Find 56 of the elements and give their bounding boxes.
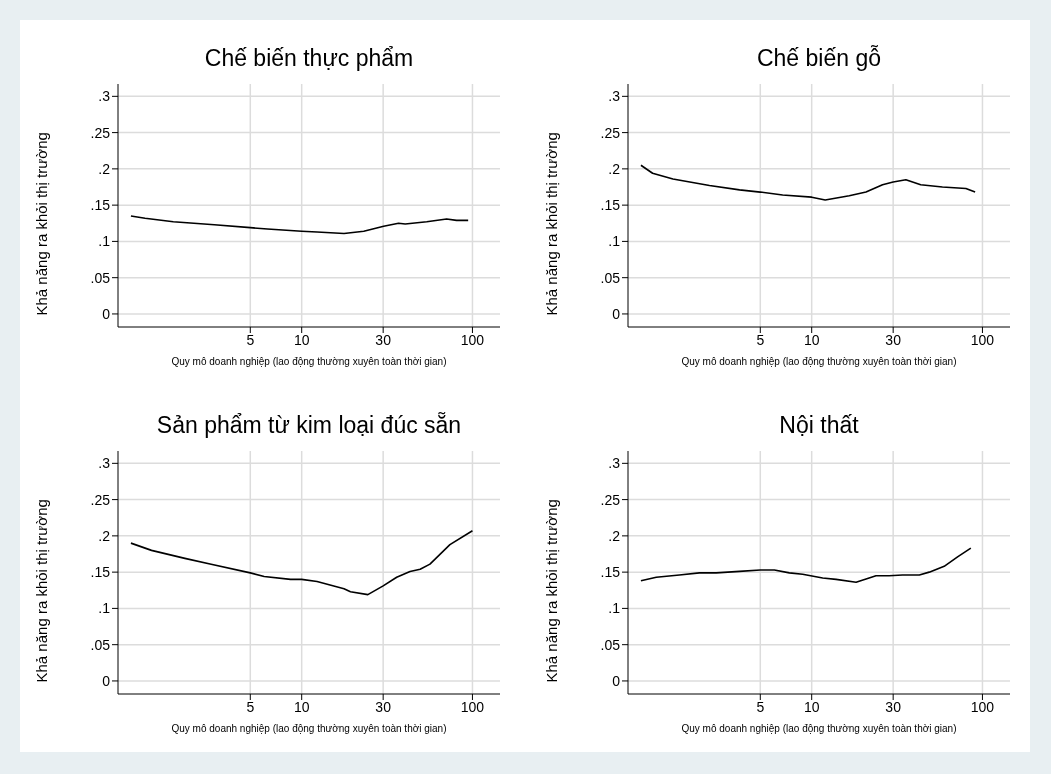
x-tick-label: 5 [246, 331, 255, 348]
x-tick-label: 5 [756, 698, 765, 715]
y-tick-label: .15 [600, 564, 621, 581]
x-tick-label: 10 [293, 331, 310, 348]
x-tick-label: 100 [460, 331, 485, 348]
y-tick-label: .05 [90, 269, 111, 286]
y-tick-label: .3 [98, 455, 111, 472]
chart-title: Sản phẩm từ kim loại đúc sẵn [155, 411, 463, 440]
y-tick-label: .05 [90, 636, 111, 653]
y-axis-title: Khả năng ra khỏi thị trường [543, 132, 561, 316]
chart-title: Chế biến thực phẩm [203, 44, 415, 73]
y-tick-label: .05 [600, 636, 621, 653]
chart-title: Nội thất [778, 411, 860, 440]
y-tick-label: .3 [608, 88, 621, 105]
x-tick-label: 5 [756, 331, 765, 348]
chart-title: Chế biến gỗ [755, 44, 882, 73]
x-tick-label: 30 [885, 331, 902, 348]
y-tick-label: 0 [102, 305, 111, 322]
y-tick-label: .2 [98, 160, 111, 177]
y-tick-label: .3 [98, 88, 111, 105]
y-tick-label: .2 [608, 160, 621, 177]
y-tick-label: .25 [600, 491, 621, 508]
y-tick-label: .1 [608, 233, 621, 250]
y-tick-label: .1 [608, 600, 621, 617]
y-tick-label: .25 [90, 124, 111, 141]
y-tick-label: .1 [98, 600, 111, 617]
y-tick-label: 0 [102, 672, 111, 689]
x-axis-title: Quy mô doanh nghiệp (lao động thường xuyên toàn thời gian) [681, 356, 957, 367]
x-tick-label: 100 [460, 698, 485, 715]
y-tick-label: .2 [608, 527, 621, 544]
x-tick-label: 10 [293, 698, 310, 715]
x-tick-label: 30 [375, 698, 392, 715]
y-tick-label: 0 [612, 672, 621, 689]
x-axis-title: Quy mô doanh nghiệp (lao động thường xuyên toàn thời gian) [681, 723, 957, 734]
x-tick-label: 30 [885, 698, 902, 715]
y-tick-label: .3 [608, 455, 621, 472]
y-tick-label: .15 [90, 197, 111, 214]
x-tick-label: 10 [803, 698, 820, 715]
x-tick-label: 10 [803, 331, 820, 348]
x-tick-label: 5 [246, 698, 255, 715]
y-tick-label: .25 [90, 491, 111, 508]
y-tick-label: .15 [600, 197, 621, 214]
x-tick-label: 30 [375, 331, 392, 348]
x-axis-title: Quy mô doanh nghiệp (lao động thường xuyên toàn thời gian) [171, 723, 447, 734]
y-axis-title: Khả năng ra khỏi thị trường [33, 499, 51, 683]
y-tick-label: .05 [600, 269, 621, 286]
x-tick-label: 100 [970, 698, 995, 715]
y-axis-title: Khả năng ra khỏi thị trường [33, 132, 51, 316]
y-tick-label: .1 [98, 233, 111, 250]
x-tick-label: 100 [970, 331, 995, 348]
y-tick-label: .15 [90, 564, 111, 581]
y-tick-label: .25 [600, 124, 621, 141]
x-axis-title: Quy mô doanh nghiệp (lao động thường xuyên toàn thời gian) [171, 356, 447, 367]
y-axis-title: Khả năng ra khỏi thị trường [543, 499, 561, 683]
y-tick-label: 0 [612, 305, 621, 322]
y-tick-label: .2 [98, 527, 111, 544]
